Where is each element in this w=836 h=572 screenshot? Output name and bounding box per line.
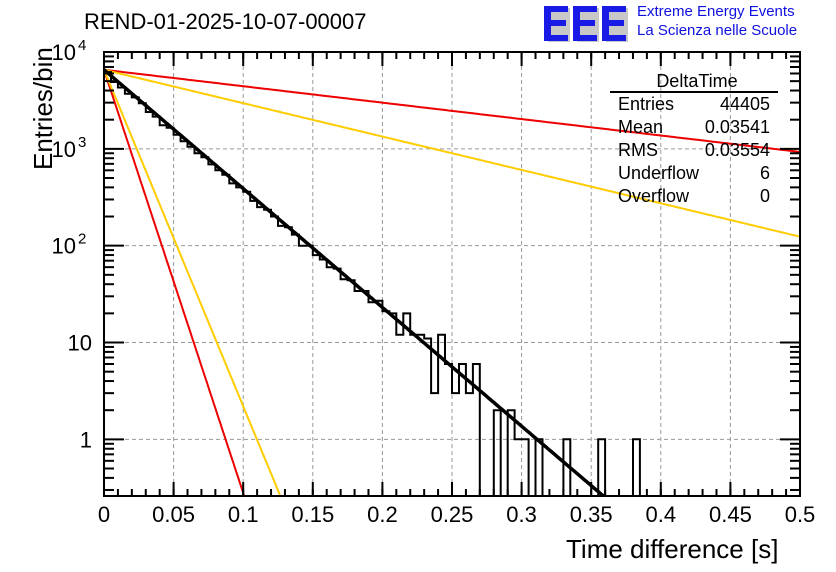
histogram-bin <box>375 301 382 496</box>
x-tick-label: 0.3 <box>506 502 537 527</box>
x-tick-label: 0.35 <box>570 502 613 527</box>
histogram-bin <box>382 311 389 496</box>
y-tick-label: 10 <box>68 331 92 356</box>
histogram-bin <box>236 187 243 496</box>
histogram-bin <box>396 335 403 496</box>
histogram-bin <box>278 226 285 496</box>
stats-value: 6 <box>760 163 770 183</box>
histogram-bin <box>431 393 438 496</box>
histogram-bin <box>466 393 473 496</box>
curve-red-slow <box>104 68 800 153</box>
histogram-bin <box>459 364 466 496</box>
curves <box>104 68 800 496</box>
histogram-bin <box>306 246 313 496</box>
stats-box: DeltaTime Entries 44405 Mean 0.03541 RMS 0.03… <box>610 71 778 206</box>
grid <box>104 52 800 496</box>
chart-title: REND-01-2025-10-07-00007 <box>84 9 367 34</box>
histogram-outline <box>104 71 800 496</box>
histogram-bin <box>146 112 153 496</box>
histogram-bin <box>368 302 375 496</box>
histogram-bin <box>417 335 424 496</box>
curve-yellow-slow <box>104 68 800 238</box>
histogram-bin <box>320 259 327 496</box>
stats-value: 0 <box>760 186 770 206</box>
stats-label: Entries <box>618 94 674 114</box>
stats-value: 44405 <box>720 94 770 114</box>
histogram-bin <box>174 135 181 496</box>
x-tick-label: 0.15 <box>291 502 334 527</box>
histogram-bin <box>494 410 501 496</box>
histogram-bin <box>327 267 334 496</box>
histogram-bin <box>285 227 292 496</box>
histogram-bin <box>355 291 362 496</box>
histogram-bin <box>452 393 459 496</box>
logo-line2: La Scienza nelle Scuole <box>637 22 798 39</box>
stats-label: Overflow <box>618 186 690 206</box>
histogram-bin <box>292 235 299 496</box>
histogram-bin <box>410 335 417 496</box>
histogram-bin <box>536 439 543 496</box>
x-tick-label: 0.45 <box>709 502 752 527</box>
x-tick-label: 0.4 <box>646 502 677 527</box>
y-tick-label: 1 <box>80 427 92 452</box>
stats-title: DeltaTime <box>656 71 737 91</box>
histogram-bin <box>243 192 250 496</box>
y-axis-label: Entries/bin <box>28 47 58 170</box>
histogram-bin <box>250 201 257 496</box>
histogram-bin <box>389 313 396 496</box>
histogram-bin <box>215 170 222 496</box>
histogram-bin <box>167 128 174 496</box>
stats-label: Mean <box>618 117 663 137</box>
x-tick-labels: 0 0.05 0.1 0.15 0.2 0.25 0.3 0.35 0.4 0.45 0.5 <box>98 502 815 527</box>
x-tick-label: 0 <box>98 502 110 527</box>
histogram-bin <box>111 82 118 496</box>
x-axis-label: Time difference [s] <box>566 534 779 564</box>
stats-value: 0.03541 <box>705 117 770 137</box>
stats-label: Underflow <box>618 163 700 183</box>
y-tick-exponent: 4 <box>78 37 86 54</box>
curve-red-fast <box>104 69 246 496</box>
histogram-bin <box>633 439 640 496</box>
histogram-bin <box>334 269 341 496</box>
histogram-bin <box>299 246 306 496</box>
histogram-bin <box>188 147 195 496</box>
histogram-bin <box>201 157 208 496</box>
histogram-bin <box>160 125 167 496</box>
histogram-bin <box>522 439 529 496</box>
x-tick-label: 0.25 <box>431 502 474 527</box>
y-tick-exponent: 2 <box>78 231 86 248</box>
axis-ticks <box>103 51 801 496</box>
histogram-bin <box>264 210 271 496</box>
histogram-bin <box>341 279 348 496</box>
y-tick-label: 10 <box>52 40 76 65</box>
curve-yellow-fast <box>104 69 282 496</box>
x-tick-label: 0.05 <box>152 502 195 527</box>
histogram-bin <box>508 410 515 496</box>
eee-logo-icon <box>544 6 628 42</box>
histogram-bin <box>403 313 410 496</box>
histogram <box>104 71 800 496</box>
histogram-bin <box>515 439 522 496</box>
histogram-bin <box>348 280 355 496</box>
histogram-bin <box>313 255 320 496</box>
y-tick-label: 10 <box>52 234 76 259</box>
histogram-bin <box>598 439 605 496</box>
histogram-bin <box>271 217 278 496</box>
x-tick-label: 0.2 <box>367 502 398 527</box>
stats-label: RMS <box>618 140 658 160</box>
histogram-bin <box>229 183 236 496</box>
stats-value: 0.03554 <box>705 140 770 160</box>
histogram-bin <box>424 339 431 496</box>
y-tick-exponent: 3 <box>78 134 86 151</box>
histogram-bin <box>362 291 369 496</box>
histogram-bin <box>445 364 452 496</box>
curve-fit <box>104 68 607 496</box>
x-tick-label: 0.5 <box>785 502 816 527</box>
y-tick-label: 10 <box>52 137 76 162</box>
x-tick-label: 0.1 <box>228 502 259 527</box>
logo-line1: Extreme Energy Events <box>637 3 795 20</box>
histogram-bin <box>194 153 201 496</box>
